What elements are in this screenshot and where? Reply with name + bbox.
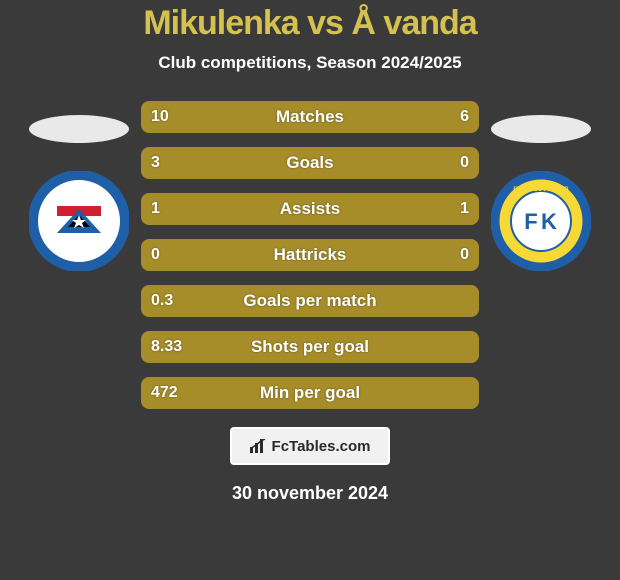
stat-bar: Shots per goal 8.33 xyxy=(141,331,479,363)
stat-label: Assists xyxy=(280,199,340,219)
svg-text:OLOMOUC a.s.: OLOMOUC a.s. xyxy=(57,251,100,257)
stat-value-left: 0 xyxy=(151,239,160,271)
stat-value-right: 6 xyxy=(460,101,469,133)
svg-text:TEPLICE: TEPLICE xyxy=(526,252,556,259)
player-photo-placeholder-left xyxy=(29,115,129,143)
stat-value-left: 10 xyxy=(151,101,169,133)
stat-bar: Goals 3 0 xyxy=(141,147,479,179)
page-subtitle: Club competitions, Season 2024/2025 xyxy=(158,53,461,73)
stat-label: Min per goal xyxy=(260,383,360,403)
stat-value-left: 8.33 xyxy=(151,331,182,363)
stat-value-left: 1 xyxy=(151,193,160,225)
left-player-col: SK SIGMA OLOMOUC a.s. xyxy=(19,101,139,271)
brand-label: FcTables.com xyxy=(250,438,371,455)
stat-bar: Min per goal 472 xyxy=(141,377,479,409)
stat-bar: Goals per match 0.3 xyxy=(141,285,479,317)
stat-label: Matches xyxy=(276,107,344,127)
stat-value-right: 1 xyxy=(460,193,469,225)
svg-text:FOTBALOVÝ KLUB: FOTBALOVÝ KLUB xyxy=(513,186,569,193)
stat-value-left: 3 xyxy=(151,147,160,179)
bars-icon xyxy=(250,439,268,453)
stat-value-left: 472 xyxy=(151,377,178,409)
right-club-logo: FOTBALOVÝ KLUB TEPLICE F K xyxy=(491,171,591,271)
left-club-logo: SK SIGMA OLOMOUC a.s. xyxy=(29,171,129,271)
brand-text: FcTables.com xyxy=(272,438,371,455)
stat-bar: Assists 1 1 xyxy=(141,193,479,225)
right-player-col: FOTBALOVÝ KLUB TEPLICE F K xyxy=(481,101,601,271)
brand-badge[interactable]: FcTables.com xyxy=(230,427,390,465)
stat-label: Goals per match xyxy=(243,291,376,311)
main-row: SK SIGMA OLOMOUC a.s. Matches106Goals30A… xyxy=(0,101,620,409)
date-label: 30 november 2024 xyxy=(232,483,388,504)
stat-value-right: 0 xyxy=(460,239,469,271)
page-title: Mikulenka vs Å vanda xyxy=(143,4,476,43)
stat-label: Hattricks xyxy=(274,245,347,265)
stat-label: Shots per goal xyxy=(251,337,369,357)
comparison-card: Mikulenka vs Å vanda Club competitions, … xyxy=(0,0,620,580)
stat-value-right: 0 xyxy=(460,147,469,179)
svg-text:F: F xyxy=(524,209,537,234)
sigma-olomouc-logo-icon: SK SIGMA OLOMOUC a.s. xyxy=(29,171,129,271)
svg-text:SK SIGMA: SK SIGMA xyxy=(62,188,97,195)
stat-bar: Hattricks 0 0 xyxy=(141,239,479,271)
stat-value-left: 0.3 xyxy=(151,285,173,317)
stats-bars: Matches106Goals30Assists11Hattricks00Goa… xyxy=(139,101,481,409)
stat-label: Goals xyxy=(286,153,333,173)
fk-teplice-logo-icon: FOTBALOVÝ KLUB TEPLICE F K xyxy=(491,171,591,271)
stat-bar: Matches 10 6 xyxy=(141,101,479,133)
svg-text:K: K xyxy=(541,209,557,234)
player-photo-placeholder-right xyxy=(491,115,591,143)
